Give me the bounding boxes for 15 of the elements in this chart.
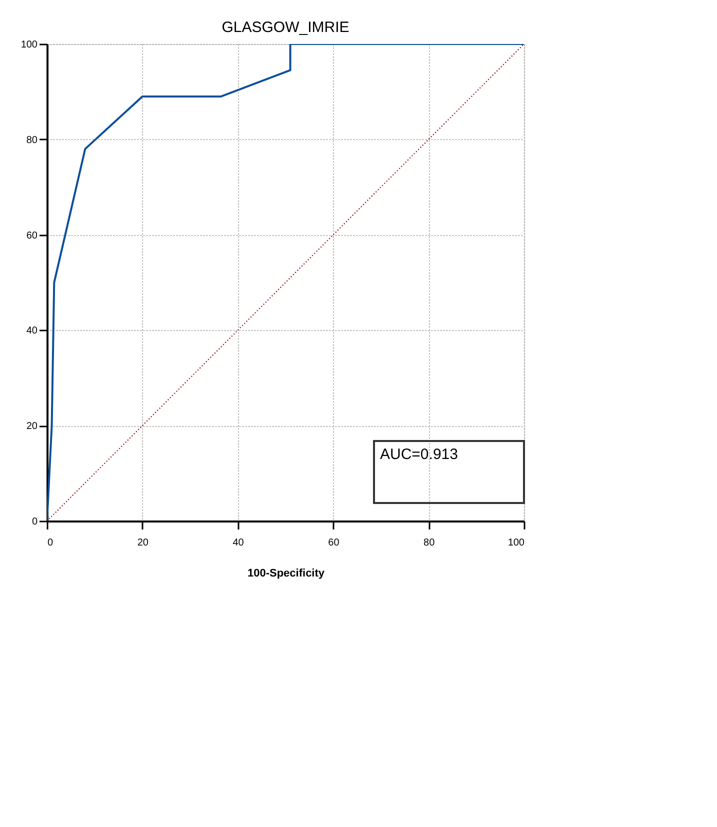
annotation: AUC=0.913 (380, 446, 458, 463)
y-tick-label: 80 (26, 134, 38, 146)
x-tick-label: 40 (232, 538, 244, 548)
x-tick-label: 20 (137, 538, 149, 548)
x-tick-label: 60 (328, 538, 340, 548)
x-tick-label: 80 (424, 538, 436, 548)
x-tick-label: 0 (48, 538, 54, 548)
y-tick-label: 0 (32, 516, 38, 528)
x-axis-title: 100-Specificity (247, 568, 326, 580)
x-tick-label: 100 (508, 538, 525, 548)
chart-title: GLASGOW_IMRIE (222, 19, 350, 36)
y-tick-label: 20 (26, 421, 38, 432)
y-tick-label: 100 (20, 40, 38, 50)
y-tick-label: 40 (26, 326, 38, 337)
y-tick-label: 60 (26, 230, 38, 242)
